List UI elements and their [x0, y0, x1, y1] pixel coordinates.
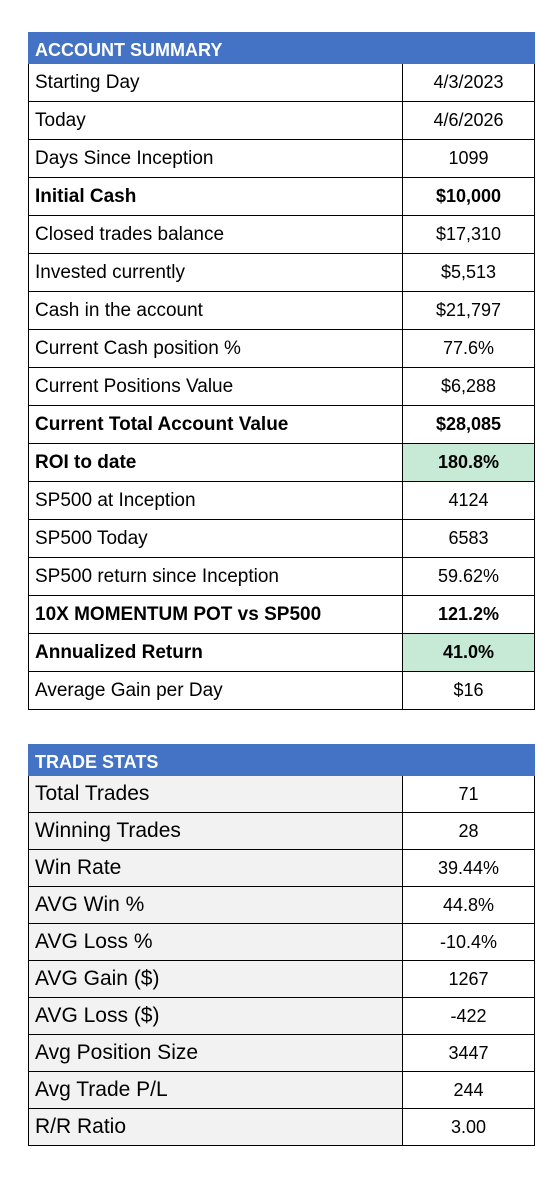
row-label: Avg Trade P/L: [28, 1071, 403, 1109]
row-value: 3447: [401, 1034, 536, 1072]
row-label: Starting Day: [28, 63, 403, 102]
row-label: SP500 Today: [28, 519, 403, 558]
trade-stats-table: TRADE STATS Total Trades 71 Winning Trad…: [27, 744, 536, 1146]
row-value: 59.62%: [401, 557, 536, 596]
row-value: 39.44%: [401, 849, 536, 887]
row-value: -422: [401, 997, 536, 1035]
row-label: R/R Ratio: [28, 1108, 403, 1146]
trade-stats-title: TRADE STATS: [27, 744, 536, 776]
row-label: Current Positions Value: [28, 367, 403, 406]
summary-row-total-account-value: Current Total Account Value $28,085: [28, 405, 536, 444]
row-value: 6583: [401, 519, 536, 558]
account-summary-header-row: ACCOUNT SUMMARY: [27, 32, 536, 64]
row-value: -10.4%: [401, 923, 536, 961]
row-value: 1099: [401, 139, 536, 178]
row-label: Invested currently: [28, 253, 403, 292]
summary-row-roi-to-date: ROI to date 180.8%: [28, 443, 536, 482]
row-label: AVG Gain ($): [28, 960, 403, 998]
row-label: SP500 at Inception: [28, 481, 403, 520]
stats-row-winning-trades: Winning Trades 28: [28, 812, 536, 850]
row-label: Days Since Inception: [28, 139, 403, 178]
row-value: $5,513: [401, 253, 536, 292]
row-value: $16: [401, 671, 536, 710]
summary-row-sp500-today: SP500 Today 6583: [28, 519, 536, 558]
summary-row-cash-in-account: Cash in the account $21,797: [28, 291, 536, 330]
row-label: Current Cash position %: [28, 329, 403, 368]
row-label: Initial Cash: [28, 177, 403, 216]
summary-row-today: Today 4/6/2026: [28, 101, 536, 140]
row-value: $10,000: [401, 177, 536, 216]
stats-row-avg-trade-pl: Avg Trade P/L 244: [28, 1071, 536, 1109]
row-label: Current Total Account Value: [28, 405, 403, 444]
row-label: Winning Trades: [28, 812, 403, 850]
row-value: $17,310: [401, 215, 536, 254]
summary-row-sp500-inception: SP500 at Inception 4124: [28, 481, 536, 520]
account-summary-title: ACCOUNT SUMMARY: [27, 32, 536, 64]
summary-row-positions-value: Current Positions Value $6,288: [28, 367, 536, 406]
summary-row-annualized-return: Annualized Return 41.0%: [28, 633, 536, 672]
row-label: 10X MOMENTUM POT vs SP500: [28, 595, 403, 634]
trade-stats-header-row: TRADE STATS: [27, 744, 536, 776]
summary-row-cash-position-pct: Current Cash position % 77.6%: [28, 329, 536, 368]
row-value: 4/3/2023: [401, 63, 536, 102]
row-value: 4/6/2026: [401, 101, 536, 140]
stats-row-avg-loss-dollars: AVG Loss ($) -422: [28, 997, 536, 1035]
summary-row-sp500-return: SP500 return since Inception 59.62%: [28, 557, 536, 596]
row-label: Cash in the account: [28, 291, 403, 330]
summary-row-avg-gain-per-day: Average Gain per Day $16: [28, 671, 536, 710]
summary-row-invested-currently: Invested currently $5,513: [28, 253, 536, 292]
stats-row-total-trades: Total Trades 71: [28, 775, 536, 813]
row-value: 28: [401, 812, 536, 850]
row-value: 44.8%: [401, 886, 536, 924]
row-label: AVG Loss ($): [28, 997, 403, 1035]
row-label: AVG Win %: [28, 886, 403, 924]
stats-row-avg-gain-dollars: AVG Gain ($) 1267: [28, 960, 536, 998]
stats-row-avg-loss-pct: AVG Loss % -10.4%: [28, 923, 536, 961]
row-value: 3.00: [401, 1108, 536, 1146]
row-value: 1267: [401, 960, 536, 998]
row-label: AVG Loss %: [28, 923, 403, 961]
summary-row-initial-cash: Initial Cash $10,000: [28, 177, 536, 216]
row-value: $6,288: [401, 367, 536, 406]
row-label: Annualized Return: [28, 633, 403, 672]
row-label: Closed trades balance: [28, 215, 403, 254]
row-value: $28,085: [401, 405, 536, 444]
account-summary-table: ACCOUNT SUMMARY Starting Day 4/3/2023 To…: [27, 32, 536, 710]
stats-row-avg-win-pct: AVG Win % 44.8%: [28, 886, 536, 924]
row-value-highlighted: 180.8%: [401, 443, 536, 482]
summary-row-days-since-inception: Days Since Inception 1099: [28, 139, 536, 178]
row-label: Avg Position Size: [28, 1034, 403, 1072]
row-label: Today: [28, 101, 403, 140]
summary-row-momentum-vs-sp500: 10X MOMENTUM POT vs SP500 121.2%: [28, 595, 536, 634]
row-value: 4124: [401, 481, 536, 520]
summary-row-closed-trades-balance: Closed trades balance $17,310: [28, 215, 536, 254]
row-value: 77.6%: [401, 329, 536, 368]
stats-row-win-rate: Win Rate 39.44%: [28, 849, 536, 887]
row-label: SP500 return since Inception: [28, 557, 403, 596]
row-label: ROI to date: [28, 443, 403, 482]
stats-row-avg-position-size: Avg Position Size 3447: [28, 1034, 536, 1072]
summary-row-starting-day: Starting Day 4/3/2023: [28, 63, 536, 102]
row-value: 71: [401, 775, 536, 813]
row-value: 121.2%: [401, 595, 536, 634]
row-value: 244: [401, 1071, 536, 1109]
row-value-highlighted: 41.0%: [401, 633, 536, 672]
row-label: Average Gain per Day: [28, 671, 403, 710]
row-label: Total Trades: [28, 775, 403, 813]
row-label: Win Rate: [28, 849, 403, 887]
row-value: $21,797: [401, 291, 536, 330]
stats-row-rr-ratio: R/R Ratio 3.00: [28, 1108, 536, 1146]
